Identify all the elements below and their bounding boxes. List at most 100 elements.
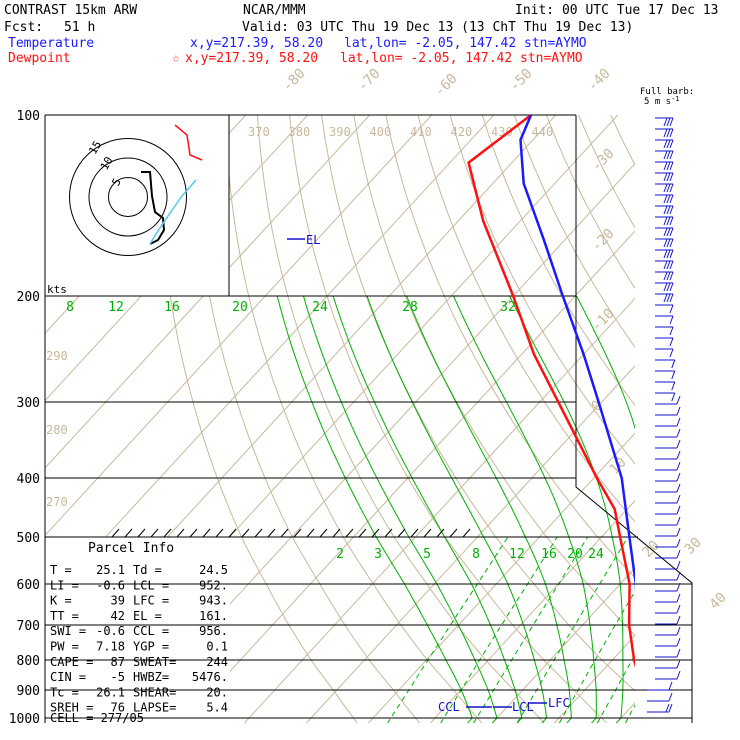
mixing-ratio-label: 3 (374, 547, 382, 562)
parcel-value: 26.1 (96, 685, 125, 699)
wind-barb-flag (676, 582, 681, 592)
wind-barb-flag (663, 194, 668, 204)
mixing-ratio-label: 20 (567, 547, 583, 562)
wind-barb-flag (663, 128, 668, 138)
parcel-value: 5476. (192, 670, 228, 684)
wind-barb-flag (666, 150, 671, 160)
wind-barb-flag (663, 271, 668, 281)
theta-label: 290 (46, 349, 68, 363)
wind-barb-flag (676, 494, 681, 504)
parcel-key: CIN = (50, 670, 86, 684)
mixing-ratio-label: 16 (541, 547, 557, 562)
wind-barb-flag (676, 461, 681, 471)
wind-barb-flag (669, 194, 674, 204)
tick-mark (215, 528, 224, 538)
model-title: CONTRAST 15km ARW (4, 3, 137, 18)
theta-label: 390 (329, 125, 351, 139)
wind-barb-flag (669, 293, 674, 303)
mixing-ratio-label: 12 (509, 547, 525, 562)
parcel-value: 956. (199, 624, 228, 638)
mixing-ratio-line (516, 536, 629, 723)
moist-adiabat-lines (276, 295, 635, 723)
hodograph-ring-label: 15 (86, 139, 104, 157)
wind-barb-flag (671, 370, 676, 380)
theta-label: 280 (46, 423, 68, 437)
wind-barb-flag (669, 172, 674, 182)
hodograph-ring-label: 10 (98, 154, 116, 172)
pressure-label: 800 (17, 654, 40, 669)
wind-barb-flag (668, 681, 673, 691)
sounding-profiles (467, 115, 635, 668)
wind-barb-flag (676, 505, 681, 515)
wind-barb-flag (676, 483, 681, 493)
dewpoint-legend: Dewpoint (8, 51, 71, 66)
wind-barb-flag (666, 194, 671, 204)
isotherm-line (45, 115, 433, 537)
parcel-level-markers: CCL LCL LFC EL (287, 233, 570, 714)
fcst-value: 51 h (64, 20, 95, 35)
wind-barb-flag (676, 516, 681, 526)
isotherm-label: -50 (507, 66, 536, 95)
moist-adiabat-label: 24 (312, 300, 328, 315)
wind-barb-flag (666, 183, 671, 193)
parcel-key: SHEAR= (133, 685, 176, 699)
parcel-value: 5.4 (206, 701, 228, 715)
temperature-station: stn=AYMO (524, 36, 587, 51)
wind-barb-flag (666, 139, 671, 149)
hodograph-ring (108, 177, 148, 217)
pressure-label: 900 (17, 684, 40, 699)
dry-adiabat-line (513, 115, 635, 349)
parcel-value: 943. (199, 594, 228, 608)
theta-label: 440 (532, 125, 554, 139)
parcel-key: PW = (50, 640, 79, 654)
wind-barb-flag (665, 703, 670, 713)
dry-adiabat-line (578, 115, 635, 229)
wind-barb-flag (663, 227, 668, 237)
wind-barb-flag (668, 703, 673, 713)
dewpoint-profile-line (467, 115, 635, 668)
theta-label: 270 (46, 495, 68, 509)
parcel-key: CAPE = (50, 655, 93, 669)
wind-barb-flag (676, 659, 681, 669)
wind-barb-flag (663, 293, 668, 303)
isotherm-line (305, 365, 635, 723)
dry-adiabat-line (353, 115, 635, 637)
moist-adiabat-label: 12 (108, 300, 124, 315)
wind-barb-flag (663, 238, 668, 248)
wind-barb-flag (671, 392, 676, 402)
mixing-ratio-line (662, 537, 740, 731)
tick-mark (228, 528, 237, 538)
wind-barb-flag (666, 282, 671, 292)
tick-mark (462, 528, 471, 538)
isotherm-label: 30 (682, 535, 705, 558)
tick-mark (384, 528, 393, 538)
mixing-ratio-label: 5 (423, 547, 431, 562)
isotherm-line (491, 567, 635, 723)
tick-mark (241, 528, 250, 538)
theta-label: 420 (451, 125, 473, 139)
parcel-key: EL = (133, 609, 162, 623)
tick-mark (254, 528, 263, 538)
wind-barb-flag (666, 238, 671, 248)
wind-barb-flag (676, 439, 681, 449)
isotherm-label: -60 (432, 71, 461, 100)
parcel-level-label: CCL (438, 700, 460, 714)
wind-barb-flag (663, 249, 668, 259)
dry-adiabat-line (449, 115, 635, 465)
tick-mark (371, 528, 380, 538)
theta-label: 400 (370, 125, 392, 139)
parcel-key: LAPSE= (133, 701, 176, 715)
hodograph-ring (88, 157, 168, 237)
wind-barb-flag (669, 315, 674, 325)
wind-barb-header: Full barb: 5 m s-1 (640, 87, 700, 107)
isotherm-label: 40 (707, 590, 730, 613)
dry-adiabat-line (159, 115, 358, 723)
wind-barb-flag (676, 406, 681, 416)
fcst-label: Fcst: (4, 20, 43, 35)
parcel-info: Parcel Info T = 25.1 Td = 24.5 LI = -0.6 LCL = 9… (50, 541, 228, 725)
parcel-value: 244 (206, 655, 228, 669)
wind-barb-flag (663, 139, 668, 149)
wind-barb-flag (676, 571, 681, 581)
